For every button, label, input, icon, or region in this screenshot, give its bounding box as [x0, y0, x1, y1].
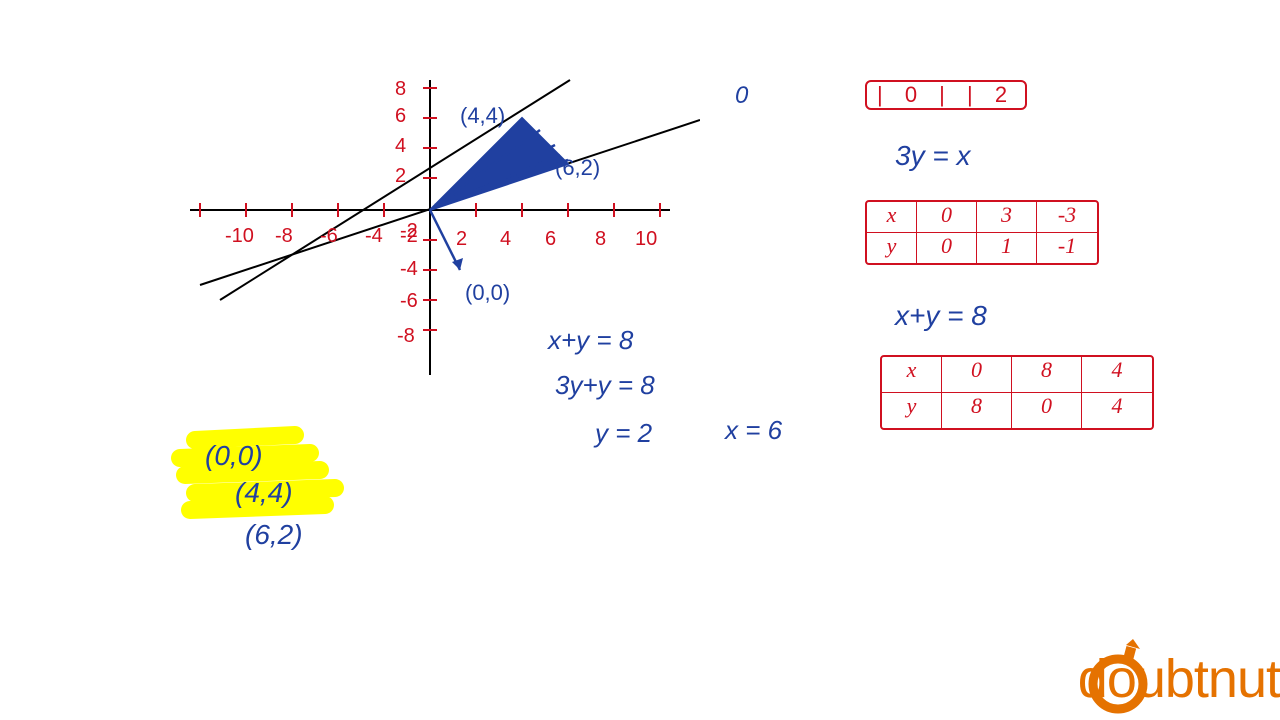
- y-tick-label: -8: [397, 325, 415, 348]
- y-tick-label: 8: [395, 78, 406, 101]
- x-tick-label: -8: [275, 225, 293, 248]
- stray-char: 0: [735, 82, 748, 110]
- x-tick-label: 10: [635, 228, 657, 251]
- y-tick-label: 2: [395, 165, 406, 188]
- equation-text: x = 6: [725, 415, 782, 446]
- x-tick-label: -6: [320, 225, 338, 248]
- highlighted-points: (0,0) (4,4) (6,2): [175, 430, 233, 526]
- equation-right: 3y = x: [895, 140, 970, 172]
- point-text: (6,2): [245, 519, 303, 551]
- point-label: (6,2): [555, 155, 600, 181]
- table-2: x 0 8 4 y 8 0 4: [880, 355, 1154, 430]
- point-label: (0,0): [465, 280, 510, 306]
- x-tick-label: 8: [595, 228, 606, 251]
- equation-text: x+y = 8: [548, 325, 633, 356]
- equation-text: 3y+y = 8: [555, 370, 655, 401]
- y-tick-label: -6: [400, 290, 418, 313]
- x-tick-label: -10: [225, 225, 254, 248]
- y-tick-label: -2: [400, 225, 418, 248]
- point-label: (4,4): [460, 103, 505, 129]
- x-tick-label: -4: [365, 225, 383, 248]
- x-tick-label: 6: [545, 228, 556, 251]
- point-text: (0,0): [205, 440, 263, 472]
- x-tick-label: 4: [500, 228, 511, 251]
- equation-text: y = 2: [595, 418, 652, 449]
- equation-right-2: x+y = 8: [895, 300, 987, 332]
- y-tick-label: 6: [395, 105, 406, 128]
- doubtnut-logo: doubtnut: [1078, 648, 1280, 710]
- y-tick-label: 4: [395, 135, 406, 158]
- table-partial-top: | 0 | | 2: [865, 80, 1027, 110]
- y-tick-label: -4: [400, 258, 418, 281]
- x-tick-label: 2: [456, 228, 467, 251]
- table-1: x 0 3 -3 y 0 1 -1: [865, 200, 1099, 265]
- point-text: (4,4): [235, 477, 293, 509]
- logo-icon: [1078, 639, 1158, 719]
